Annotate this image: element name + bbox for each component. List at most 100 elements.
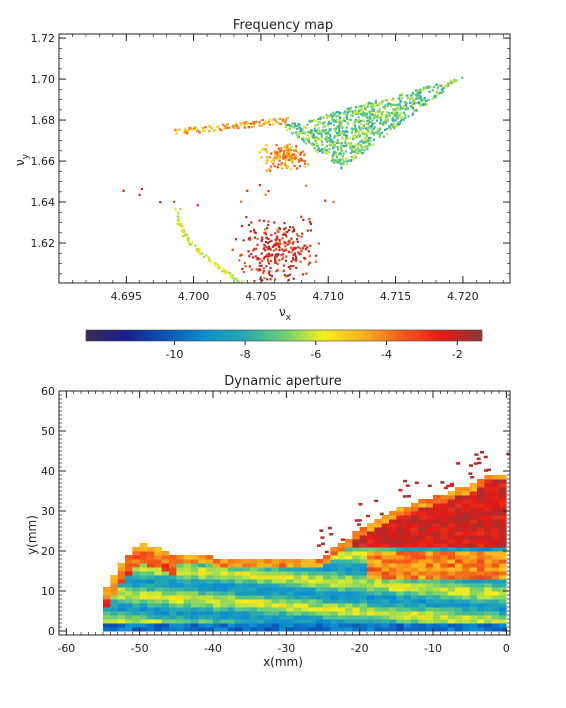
dynamic-aperture-cell	[469, 583, 478, 588]
dynamic-aperture-cell	[484, 563, 492, 568]
frequency-map-point	[270, 152, 273, 155]
frequency-map-point	[281, 256, 285, 259]
dynamic-aperture-cell	[169, 563, 177, 568]
frequency-map-point	[263, 243, 266, 246]
dynamic-aperture-cell	[323, 607, 331, 612]
frequency-map-point	[361, 126, 364, 129]
frequency-map-point	[275, 238, 278, 241]
dynamic-aperture-cell	[249, 607, 258, 612]
dynamic-aperture-cell	[477, 551, 485, 556]
frequency-map-point	[338, 130, 342, 134]
dynamic-aperture-cell	[403, 531, 412, 536]
dynamic-aperture-cell	[264, 579, 272, 584]
dynamic-aperture-cell	[359, 603, 368, 608]
frequency-map-point	[357, 150, 360, 153]
dynamic-aperture-cell	[374, 551, 382, 556]
frequency-map-point	[292, 240, 295, 243]
dynamic-aperture-cell	[491, 627, 500, 632]
dynamic-aperture-cell	[484, 623, 492, 628]
frequency-map-point	[365, 138, 368, 141]
dynamic-aperture-cell	[286, 591, 294, 596]
dynamic-aperture-cell	[462, 615, 470, 620]
frequency-map-point	[260, 148, 264, 151]
dynamic-aperture-chart: Dynamic aperture -60 -50 -40 -30 -20 -10 00102…	[25, 374, 511, 669]
dynamic-aperture-cell	[411, 507, 419, 512]
frequency-map-point	[376, 104, 379, 107]
dynamic-aperture-cell	[440, 599, 448, 604]
dynamic-aperture-cell	[367, 555, 375, 560]
dynamic-aperture-xtick-label: -50	[131, 642, 149, 655]
frequency-map-point	[352, 154, 356, 157]
dynamic-aperture-cell	[191, 627, 199, 632]
dynamic-aperture-cell	[301, 599, 309, 604]
dynamic-aperture-cell	[414, 481, 419, 485]
frequency-map-point	[363, 140, 366, 143]
frequency-map-point	[299, 260, 302, 263]
dynamic-aperture-cell	[447, 591, 456, 596]
frequency-map-point	[414, 89, 417, 92]
dynamic-aperture-cell	[249, 591, 258, 596]
frequency-map-point	[293, 228, 296, 231]
dynamic-aperture-cell	[389, 583, 397, 588]
frequency-map-point	[461, 76, 464, 79]
dynamic-aperture-cell	[469, 539, 478, 544]
dynamic-aperture-cell	[198, 623, 206, 628]
frequency-map-point	[376, 116, 379, 119]
dynamic-aperture-cell	[418, 583, 426, 588]
frequency-map-point	[354, 127, 357, 130]
dynamic-aperture-cell	[403, 615, 412, 620]
dynamic-aperture-cell	[198, 607, 206, 612]
frequency-map-point	[262, 257, 265, 260]
dynamic-aperture-cell	[447, 559, 456, 564]
dynamic-aperture-cell	[491, 555, 500, 560]
frequency-map-point	[277, 253, 280, 256]
frequency-map-point	[284, 241, 287, 244]
dynamic-aperture-cell	[411, 575, 419, 580]
frequency-map-point	[302, 247, 305, 250]
frequency-map-point	[377, 128, 380, 131]
frequency-map-point	[347, 107, 350, 110]
dynamic-aperture-cell	[183, 559, 192, 564]
frequency-map-point	[282, 249, 285, 252]
dynamic-aperture-cell	[433, 555, 441, 560]
frequency-map-point	[331, 159, 334, 162]
frequency-map-point	[292, 253, 295, 256]
frequency-map-point	[286, 154, 289, 157]
dynamic-aperture-cell	[403, 523, 412, 528]
dynamic-aperture-cell	[389, 615, 397, 620]
frequency-map-point	[382, 121, 385, 124]
frequency-map-point	[268, 273, 272, 276]
frequency-map-point	[378, 128, 381, 131]
frequency-map-point	[274, 253, 278, 256]
frequency-map-point	[310, 129, 313, 132]
dynamic-aperture-cell	[447, 499, 456, 504]
frequency-map-point	[301, 136, 304, 139]
dynamic-aperture-cell	[469, 535, 478, 540]
frequency-map-ytick-label: 1.72	[31, 32, 56, 45]
frequency-map-point	[296, 240, 299, 243]
frequency-map-point	[372, 115, 376, 118]
dynamic-aperture-cell	[440, 615, 448, 620]
dynamic-aperture-cell	[455, 491, 463, 496]
frequency-map-point	[285, 129, 288, 132]
frequency-map-point	[336, 124, 339, 128]
frequency-map-point	[374, 101, 377, 104]
frequency-map-point	[342, 152, 345, 155]
frequency-map-point	[452, 80, 455, 83]
frequency-map-point	[361, 111, 364, 114]
dynamic-aperture-cell	[213, 579, 221, 584]
frequency-map-point	[349, 141, 352, 145]
frequency-map-point	[411, 104, 415, 107]
dynamic-aperture-cell	[491, 515, 500, 520]
frequency-map-point	[272, 157, 275, 161]
frequency-map-ylabel-symbol: ν	[13, 159, 27, 166]
frequency-map-point	[372, 133, 376, 136]
frequency-map-point	[367, 139, 370, 142]
frequency-map-point	[365, 140, 368, 144]
dynamic-aperture-cell	[205, 575, 214, 580]
dynamic-aperture-cell	[323, 583, 331, 588]
dynamic-aperture-cell	[354, 519, 359, 522]
frequency-map-point	[198, 250, 201, 253]
frequency-map-point	[346, 111, 349, 114]
dynamic-aperture-cell	[433, 575, 441, 580]
